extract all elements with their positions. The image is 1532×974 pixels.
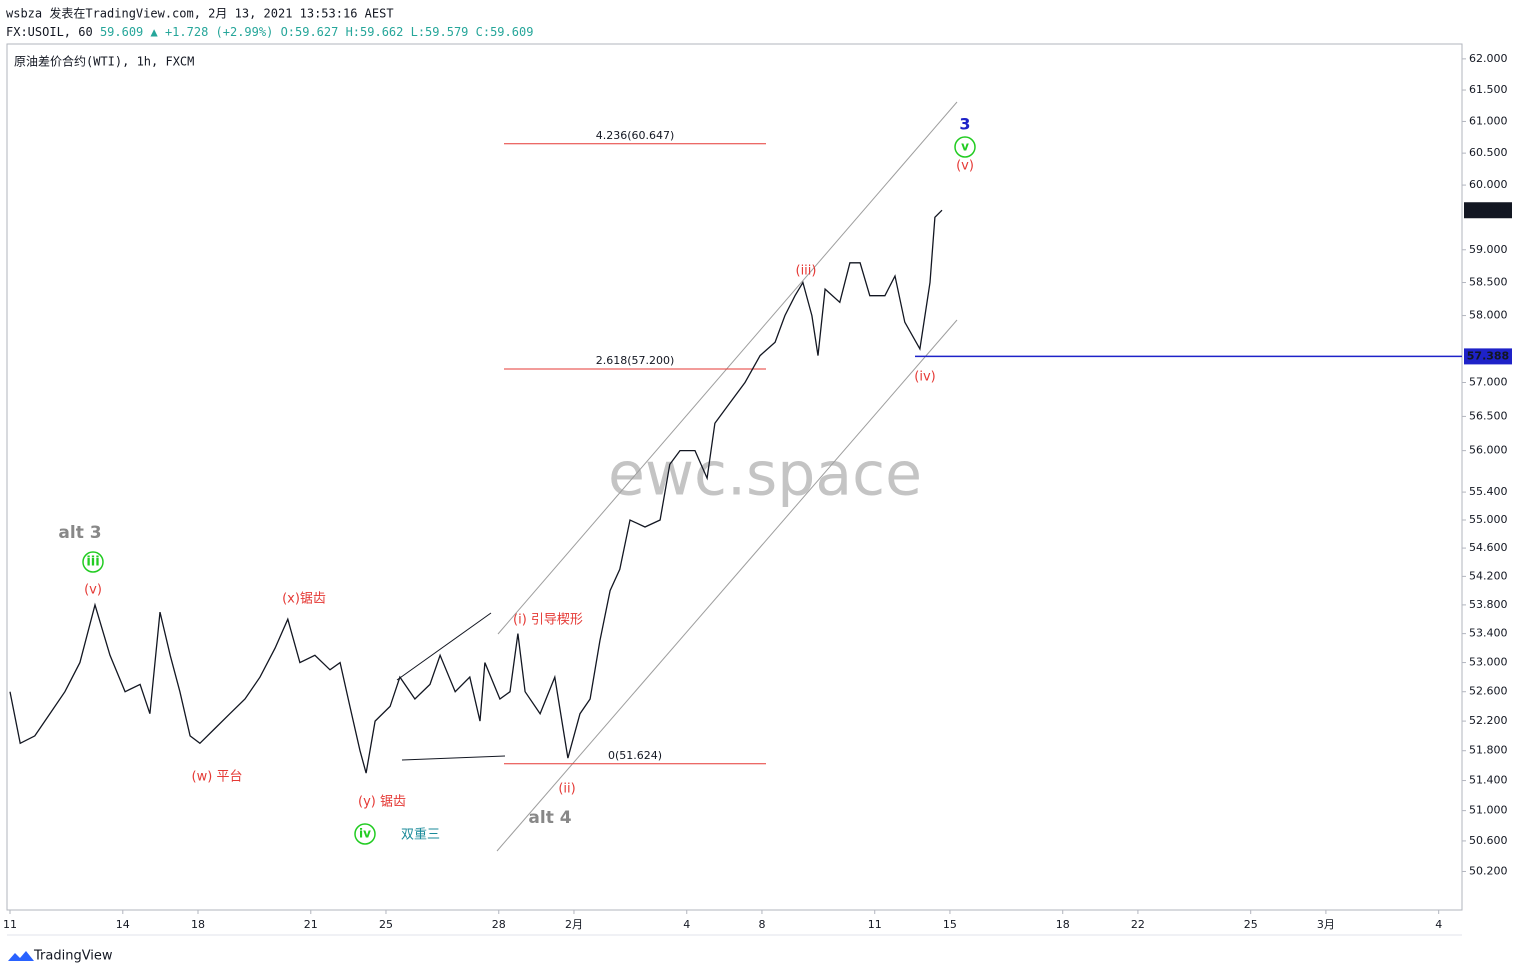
x-tick-label: 25 <box>379 918 393 931</box>
y-tick-label: 52.600 <box>1469 685 1508 698</box>
x-tick-label: 11 <box>868 918 882 931</box>
x-tick-label: 2月 <box>565 918 583 931</box>
price-line <box>9 209 943 774</box>
x-tick-label: 28 <box>492 918 506 931</box>
x-tick-label: 11 <box>3 918 17 931</box>
wave-label: iv <box>359 827 371 841</box>
channel-lower <box>496 319 958 852</box>
wave-label: (v) <box>84 583 102 598</box>
level-tag <box>1464 348 1512 365</box>
wave-circle <box>954 136 976 158</box>
wave-label: v <box>961 140 969 154</box>
y-tick-label: 55.400 <box>1469 485 1508 498</box>
wave-label: (iii) <box>796 264 817 279</box>
fib-label: 2.618(57.200) <box>596 354 675 367</box>
wave-circle <box>354 823 376 845</box>
y-tick-label: 51.800 <box>1469 744 1508 757</box>
wave-label: (i) 引导楔形 <box>513 613 583 628</box>
x-tick-label: 21 <box>304 918 318 931</box>
y-tick-label: 56.000 <box>1469 444 1508 457</box>
last-price-label: 59.609 <box>1467 203 1509 216</box>
y-tick-label: 61.500 <box>1469 83 1508 96</box>
y-tick-label: 59.000 <box>1469 243 1508 256</box>
y-tick-label: 57.000 <box>1469 376 1508 389</box>
brand-logo <box>8 951 34 961</box>
y-tick-label: 60.000 <box>1469 178 1508 191</box>
wave-circle <box>82 551 104 573</box>
y-tick-label: 53.400 <box>1469 627 1508 640</box>
wave-label: 3 <box>959 115 970 134</box>
x-tick-label: 18 <box>191 918 205 931</box>
wedge-lower <box>401 755 506 761</box>
symbol: FX:USOIL, 60 <box>6 25 93 39</box>
wave-label: 双重三 <box>401 827 440 843</box>
wave-label: (ii) <box>558 782 575 797</box>
wave-label: (w) 平台 <box>192 770 243 785</box>
channel-upper <box>497 101 958 635</box>
y-tick-label: 62.000 <box>1469 52 1508 65</box>
last-price-tag <box>1464 202 1512 219</box>
x-tick-label: 15 <box>943 918 957 931</box>
x-tick-label: 22 <box>1131 918 1145 931</box>
x-tick-label: 3月 <box>1317 918 1335 931</box>
x-tick-label: 14 <box>116 918 130 931</box>
y-tick-label: 58.000 <box>1469 309 1508 322</box>
y-tick-label: 53.000 <box>1469 656 1508 669</box>
watermark: ewc.space <box>608 440 922 510</box>
y-tick-label: 60.500 <box>1469 146 1508 159</box>
y-tick-label: 51.000 <box>1469 804 1508 817</box>
ohlc: O:59.627 H:59.662 L:59.579 C:59.609 <box>281 25 534 39</box>
y-tick-label: 52.200 <box>1469 714 1508 727</box>
y-tick-label: 53.800 <box>1469 598 1508 611</box>
y-tick-label: 56.500 <box>1469 409 1508 422</box>
symbol-line: FX:USOIL, 60 59.609 ▲ +1.728 (+2.99%) O:… <box>6 25 533 39</box>
brand: TradingView <box>33 949 113 964</box>
level-label: 57.388 <box>1467 349 1509 362</box>
y-tick-label: 54.600 <box>1469 541 1508 554</box>
wave-label: (x)锯齿 <box>282 592 326 607</box>
fib-label: 4.236(60.647) <box>596 129 675 142</box>
instrument: 原油差价合约(WTI), 1h, FXCM <box>14 54 194 69</box>
wave-label: alt 3 <box>58 523 101 543</box>
wave-label: (iv) <box>914 370 935 385</box>
x-tick-label: 8 <box>758 918 765 931</box>
y-tick-label: 50.200 <box>1469 864 1508 877</box>
wave-label: iii <box>86 555 99 570</box>
wave-label: alt 4 <box>528 808 571 828</box>
y-tick-label: 51.400 <box>1469 774 1508 787</box>
y-tick-label: 55.000 <box>1469 513 1508 526</box>
y-tick-label: 58.500 <box>1469 276 1508 289</box>
wedge-upper <box>396 612 492 681</box>
x-tick-label: 4 <box>1435 918 1442 931</box>
author-line: wsbza 发表在TradingView.com, 2月 13, 2021 13… <box>6 6 394 21</box>
quote: 59.609 ▲ +1.728 (+2.99%) <box>100 25 273 39</box>
wave-label: (y) 锯齿 <box>358 795 406 810</box>
x-tick-label: 25 <box>1244 918 1258 931</box>
x-tick-label: 18 <box>1056 918 1070 931</box>
fib-label: 0(51.624) <box>608 749 662 762</box>
wave-label: (v) <box>956 159 974 174</box>
y-tick-label: 54.200 <box>1469 569 1508 582</box>
y-tick-label: 50.600 <box>1469 834 1508 847</box>
y-tick-label: 61.000 <box>1469 114 1508 127</box>
x-tick-label: 4 <box>683 918 690 931</box>
plot-frame <box>6 43 1463 911</box>
